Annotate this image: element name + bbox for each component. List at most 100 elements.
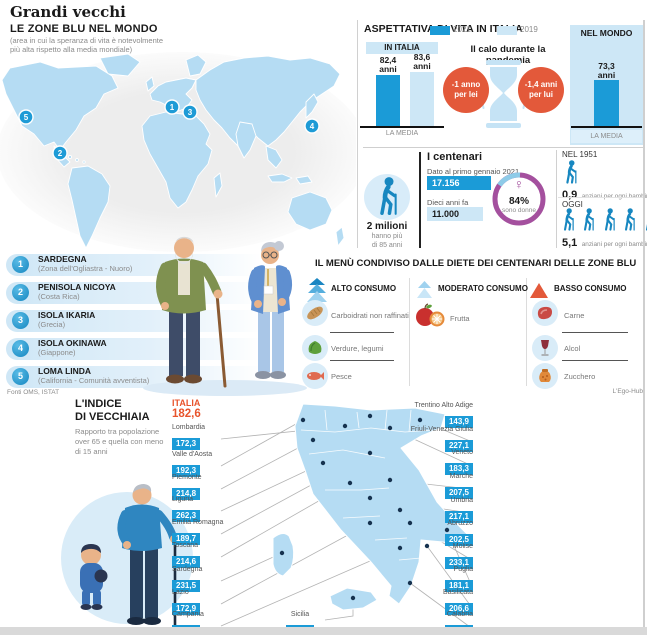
menu-item: Frutta bbox=[450, 314, 470, 323]
aging-caption-2: over 65 e quella con meno bbox=[75, 437, 164, 446]
elder-icon bbox=[625, 206, 636, 232]
region-name: Puglia bbox=[453, 566, 473, 573]
legend-swatch-2019 bbox=[497, 26, 517, 35]
region-value-bar: 207,5 bbox=[444, 487, 473, 499]
region-bar-wrap: 227,1 bbox=[373, 435, 473, 453]
zone-number: 2 bbox=[12, 284, 29, 301]
frame-right bbox=[643, 20, 645, 635]
italy-2021-value: 82,4 anni bbox=[379, 55, 397, 74]
region-value-bar: 172,3 bbox=[172, 438, 201, 450]
grains-icon bbox=[302, 300, 328, 326]
axis-italy bbox=[360, 126, 444, 128]
aging-caption-3: di 15 anni bbox=[75, 447, 108, 456]
region-name: Molise bbox=[452, 543, 473, 550]
aging-title-2: DI VECCHIAIA bbox=[75, 411, 150, 423]
zone-name: ISOLA IKARIA bbox=[38, 310, 96, 320]
menu-item: Verdure, legumi bbox=[331, 344, 384, 353]
zone-name: LOMA LINDA bbox=[38, 366, 92, 376]
region-name: Toscana bbox=[172, 542, 199, 549]
region-bar-wrap: 262,3 bbox=[172, 505, 201, 523]
axis-world bbox=[571, 126, 642, 128]
women-caption: sono donne bbox=[502, 207, 536, 214]
bar-italy-2021 bbox=[376, 75, 400, 126]
zone-number: 5 bbox=[12, 368, 29, 385]
zone-marker-1: 1 bbox=[164, 99, 180, 115]
zone-number: 4 bbox=[12, 340, 29, 357]
region-value-bar: 189,7 bbox=[172, 533, 201, 545]
region-bar-wrap: 217,1 bbox=[373, 506, 473, 524]
menu-divider-1 bbox=[409, 278, 410, 386]
zone-detail: (California - Comunità avventista) bbox=[38, 376, 150, 385]
grandpa bbox=[117, 484, 178, 628]
zone-markers: 1 2 3 4 5 bbox=[18, 99, 320, 161]
fish-icon bbox=[302, 363, 328, 389]
legend-label-2021: 2021 bbox=[453, 25, 471, 34]
in-italia-header: IN ITALIA bbox=[366, 42, 438, 54]
glasses-icon bbox=[262, 251, 278, 259]
region-value-bar: 172,9 bbox=[172, 603, 201, 615]
centenarians-now-bar: 17.156 bbox=[427, 176, 491, 190]
zone-marker-3: 3 bbox=[182, 104, 198, 120]
region-name: Piemonte bbox=[172, 474, 202, 481]
region-name: Lombardia bbox=[172, 424, 206, 431]
menu-item: Pesce bbox=[331, 372, 352, 381]
region-name: Abruzzo bbox=[447, 520, 473, 527]
axis-label-italy: LA MEDIA bbox=[385, 130, 419, 137]
region-name: Emilia Romagna bbox=[172, 519, 224, 526]
elder-icon bbox=[604, 206, 616, 232]
region-value-bar: 227,1 bbox=[444, 440, 473, 452]
region-bar-wrap: 231,5 bbox=[172, 575, 201, 593]
region-value-bar: 231,5 bbox=[172, 580, 201, 592]
divider-centenarians bbox=[419, 152, 421, 248]
page-subtitle-line2: più alta rispetto alla media mondiale) bbox=[10, 45, 133, 54]
world-value: 73,3 anni bbox=[597, 61, 616, 80]
region-bar-wrap: 214,8 bbox=[172, 483, 201, 501]
region-name: Trentino Alto Adige bbox=[414, 402, 473, 409]
zone-detail: (Giappone) bbox=[38, 348, 76, 357]
region-bar-wrap: 172,9 bbox=[172, 598, 201, 616]
menu-item: Carne bbox=[564, 311, 585, 320]
region-bar-wrap: 189,7 bbox=[172, 528, 201, 546]
over85-value: 2 milioni bbox=[366, 221, 408, 232]
women-pct: 84% bbox=[508, 196, 529, 207]
zone-name: PENISOLA NICOYA bbox=[38, 282, 116, 292]
region-bar-wrap: 214,6 bbox=[172, 551, 201, 569]
credit: L'Ego-Hub bbox=[612, 388, 643, 395]
region-bar-wrap: 202,5 bbox=[373, 529, 473, 547]
region-bar-wrap: 207,5 bbox=[373, 482, 473, 500]
meat-icon bbox=[532, 300, 558, 326]
axis-label-world: LA MEDIA bbox=[571, 130, 642, 143]
wine-icon bbox=[532, 335, 558, 361]
centenarians-title: I centenari bbox=[427, 151, 483, 163]
menu-item-divider bbox=[562, 332, 628, 333]
aging-caption-1: Rapporto tra popolazione bbox=[75, 427, 160, 436]
aging-title-1: L'INDICE bbox=[75, 398, 122, 410]
zone-detail: (Zona dell'Ogliastra - Nuoro) bbox=[38, 264, 133, 273]
svg-text:2: 2 bbox=[58, 149, 63, 158]
bar-italy-2019 bbox=[410, 72, 434, 126]
ratio-today-label: OGGI bbox=[562, 200, 583, 209]
world-header: NEL MONDO bbox=[580, 28, 633, 38]
elder-icon bbox=[364, 174, 410, 220]
over85-circle bbox=[364, 174, 410, 220]
region-name: Veneto bbox=[451, 449, 473, 456]
divider-ratio bbox=[556, 150, 557, 248]
elder-icon bbox=[563, 206, 575, 232]
region-bar-wrap: 143,9 bbox=[373, 411, 473, 429]
zone-name: SARDEGNA bbox=[38, 254, 87, 264]
region-dots bbox=[279, 413, 450, 601]
ratio-1951-label: NEL 1951 bbox=[562, 150, 598, 159]
region-name: Basilicata bbox=[443, 589, 473, 596]
region-value-bar: 233,1 bbox=[444, 557, 473, 569]
divider-life-centenarians bbox=[363, 147, 643, 148]
menu-item-divider bbox=[562, 360, 628, 361]
menu-col2-header: MODERATO CONSUMO bbox=[438, 284, 528, 293]
region-bar-wrap: 206,6 bbox=[373, 598, 473, 616]
elder-icon-1951 bbox=[566, 160, 578, 185]
region-borders bbox=[300, 409, 434, 561]
region-value-bar: 262,3 bbox=[172, 510, 201, 522]
women-donut: ♀ 84% sono donne bbox=[492, 172, 546, 226]
menu-col1-header: ALTO CONSUMO bbox=[331, 284, 397, 293]
region-name: Lazio bbox=[172, 589, 189, 596]
